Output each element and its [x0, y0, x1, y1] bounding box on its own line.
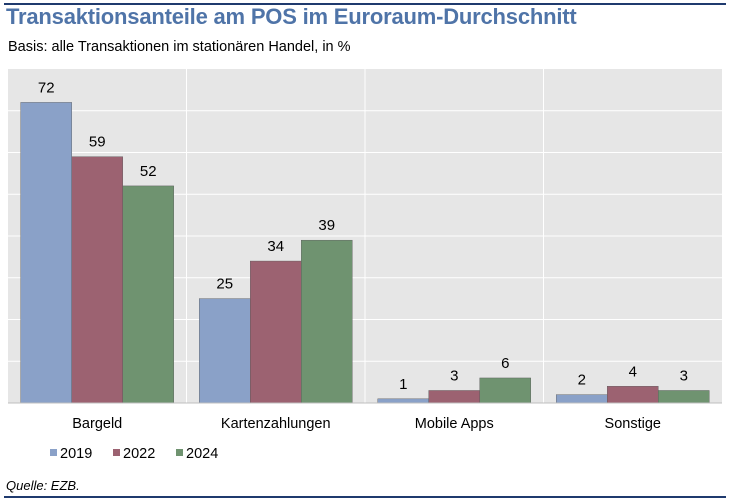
data-label: 39 — [318, 217, 335, 234]
legend-label: 2022 — [123, 446, 155, 462]
bar-2024-0 — [122, 185, 174, 404]
bar-2024-1 — [301, 239, 353, 404]
category-label: Sonstige — [605, 416, 661, 432]
data-label: 59 — [89, 134, 106, 151]
data-label: 34 — [267, 238, 284, 255]
data-label: 3 — [450, 367, 458, 384]
data-label: 1 — [399, 376, 407, 393]
chart-title: Transaktionsanteile am POS im Euroraum-D… — [6, 4, 577, 29]
bar-2022-1 — [250, 260, 302, 404]
source-note: Quelle: EZB. — [6, 478, 80, 493]
data-label: 4 — [629, 363, 637, 380]
data-label: 3 — [680, 367, 688, 384]
bar-2024-2 — [479, 377, 531, 404]
category-label: Bargeld — [72, 416, 122, 432]
legend-swatch-2024 — [176, 449, 183, 456]
legend-label: 2024 — [186, 446, 218, 462]
top-rule — [4, 3, 726, 5]
bar-2019-2 — [377, 398, 429, 404]
category-label: Mobile Apps — [415, 416, 494, 432]
legend-swatch-2019 — [50, 449, 57, 456]
bar-2019-0 — [20, 102, 72, 404]
chart-subtitle: Basis: alle Transaktionen im stationären… — [8, 39, 351, 55]
bar-2024-3 — [658, 390, 710, 404]
data-label: 52 — [140, 163, 157, 180]
data-label: 72 — [38, 79, 55, 96]
bar-2019-3 — [556, 394, 608, 404]
bottom-rule — [4, 496, 726, 498]
data-label: 2 — [578, 372, 586, 389]
data-label: 6 — [501, 355, 509, 372]
bar-2019-1 — [199, 298, 251, 404]
bar-2022-0 — [71, 156, 123, 404]
legend-swatch-2022 — [113, 449, 120, 456]
bar-2022-3 — [607, 386, 659, 404]
data-label: 25 — [216, 276, 233, 293]
category-label: Kartenzahlungen — [221, 416, 331, 432]
bar-2022-2 — [428, 390, 480, 404]
legend-label: 2019 — [60, 446, 92, 462]
